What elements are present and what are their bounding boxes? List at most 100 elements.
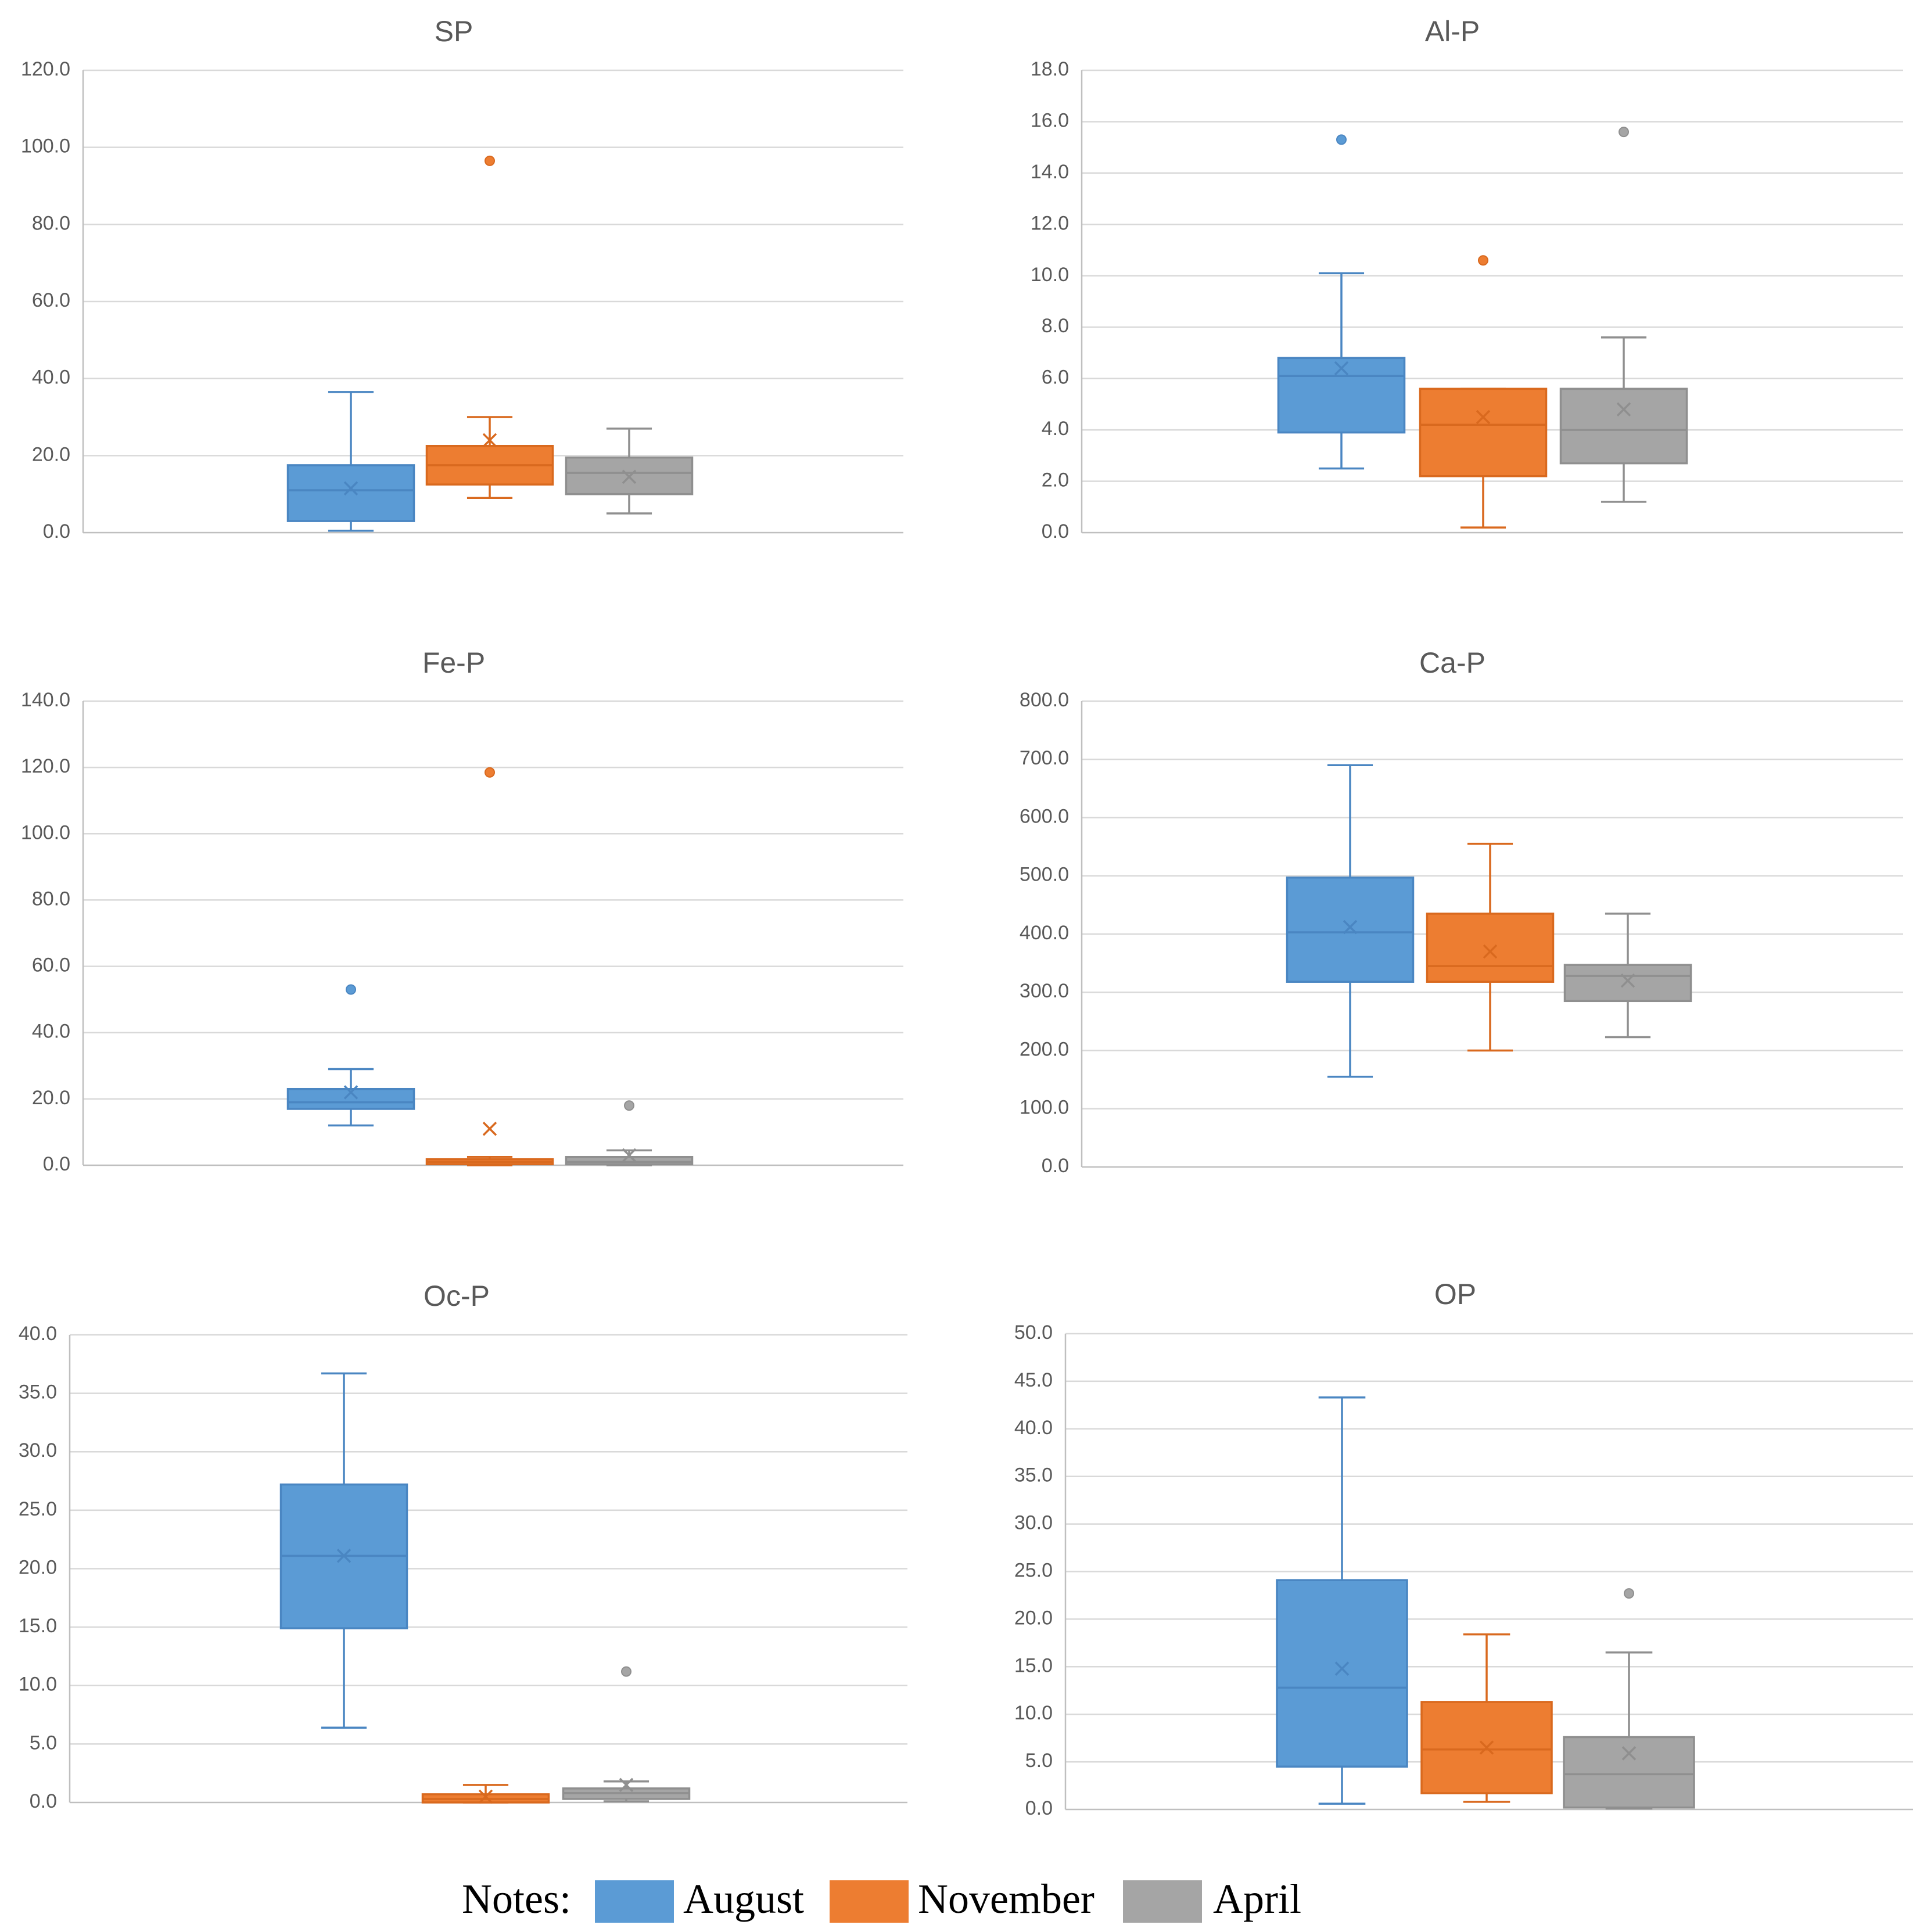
box-november — [1426, 842, 1555, 1052]
mean-marker-stroke — [343, 481, 358, 495]
y-tick-label: 800.0 — [1020, 689, 1069, 711]
y-tick-label: 30.0 — [1014, 1512, 1053, 1534]
y-tick-label: 0.0 — [1025, 1797, 1053, 1819]
y-tick-label: 20.0 — [19, 1556, 57, 1578]
iqr-box — [1286, 877, 1415, 983]
y-tick-label: 600.0 — [1020, 805, 1069, 827]
y-tick-label: 35.0 — [19, 1381, 57, 1403]
mean-marker-stroke — [1483, 944, 1498, 959]
box-august — [1286, 764, 1415, 1078]
y-tick-label: 15.0 — [19, 1615, 57, 1637]
mean-marker-stroke — [343, 1085, 358, 1100]
iqr-box — [1559, 387, 1688, 465]
y-tick-label: 10.0 — [19, 1674, 57, 1696]
mean-marker — [482, 433, 497, 448]
y-tick-label: 15.0 — [1014, 1654, 1053, 1676]
box-april — [562, 1666, 691, 1802]
y-tick-label: 4.0 — [1042, 418, 1069, 440]
legend-items: August November April — [595, 1876, 1301, 1923]
mean-marker — [1483, 944, 1498, 959]
y-tick-label: 18.0 — [1031, 58, 1069, 80]
mean-marker — [343, 1085, 358, 1100]
box-august — [286, 391, 415, 532]
mean-marker-stroke — [1334, 1661, 1350, 1676]
box-april — [1563, 913, 1692, 1039]
legend: Notes: August November April — [462, 1876, 1301, 1923]
legend-text-april: April — [1213, 1876, 1301, 1922]
mean-marker — [482, 1121, 497, 1136]
y-tick-label: 40.0 — [32, 1021, 70, 1043]
chart-panel-fe-p: Fe-P 0.0 20.0 40.0 60.0 80.0 100.0 120.0 140.0 — [21, 647, 903, 1175]
mean-marker — [1334, 361, 1349, 376]
y-tick-label: 0.0 — [43, 520, 70, 543]
mean-marker-stroke — [478, 1789, 493, 1804]
y-tick-label: 120.0 — [21, 755, 70, 777]
chart-panel-al-p: Al-P 0.0 2.0 4.0 6.0 8.0 10.0 12.0 14.0 16.0 18.0 — [1031, 15, 1903, 543]
iqr-box — [565, 1155, 694, 1166]
mean-marker-stroke — [1620, 973, 1635, 988]
legend-swatch-april — [1123, 1880, 1202, 1923]
y-tick-label: 60.0 — [32, 954, 70, 976]
iqr-box — [1276, 1579, 1408, 1768]
box-november — [425, 767, 554, 1166]
mean-marker-stroke — [622, 469, 637, 484]
mean-marker — [1616, 402, 1631, 416]
legend-item-august: August — [595, 1876, 804, 1923]
mean-marker-stroke — [1476, 410, 1491, 425]
legend-item-november: November — [830, 1876, 1095, 1923]
y-tick-label: 35.0 — [1014, 1464, 1053, 1486]
box-november — [1420, 1633, 1553, 1803]
outlier-point — [485, 155, 495, 166]
y-tick-label: 120.0 — [21, 58, 70, 80]
box-november — [1419, 255, 1548, 529]
box-august — [1276, 1396, 1408, 1805]
chart-title: Al-P — [1425, 15, 1480, 48]
mean-marker — [343, 481, 358, 495]
mean-marker — [1479, 1740, 1494, 1755]
box-april — [565, 428, 694, 515]
y-tick-label: 80.0 — [32, 888, 70, 910]
y-tick-label: 6.0 — [1042, 367, 1069, 389]
mean-marker-stroke — [1334, 361, 1349, 376]
chart-panels: SP 0.0 20.0 40.0 60.0 80.0 100.0 120.0 Al-P 0.0 2.… — [19, 15, 1913, 1819]
mean-marker-stroke — [1616, 402, 1631, 416]
y-tick-label: 25.0 — [1014, 1559, 1053, 1581]
mean-marker-stroke — [482, 1121, 497, 1136]
y-tick-label: 12.0 — [1031, 212, 1069, 234]
mean-marker — [1621, 1746, 1637, 1761]
box-august — [1277, 134, 1406, 470]
chart-title: Oc-P — [424, 1280, 490, 1312]
outlier-point — [485, 767, 495, 778]
y-tick-label: 20.0 — [32, 1087, 70, 1109]
chart-title: Ca-P — [1419, 647, 1485, 679]
iqr-box — [1419, 387, 1548, 477]
box-august — [286, 984, 415, 1127]
mean-marker-stroke — [1621, 1746, 1637, 1761]
outlier-point — [1624, 1588, 1634, 1599]
y-tick-label: 300.0 — [1020, 980, 1069, 1002]
mean-marker-stroke — [622, 1148, 637, 1163]
mean-marker-stroke — [336, 1549, 351, 1563]
box-november — [425, 155, 554, 500]
mean-marker — [1476, 410, 1491, 425]
y-tick-label: 10.0 — [1031, 264, 1069, 286]
outlier-point — [624, 1100, 634, 1111]
y-tick-label: 40.0 — [1014, 1417, 1053, 1439]
y-tick-label: 45.0 — [1014, 1369, 1053, 1391]
box-april — [1563, 1588, 1695, 1810]
legend-text-november: November — [918, 1876, 1095, 1922]
mean-marker-stroke — [619, 1777, 634, 1793]
y-tick-label: 80.0 — [32, 212, 70, 234]
y-tick-label: 100.0 — [1020, 1097, 1069, 1119]
chart-panel-sp: SP 0.0 20.0 40.0 60.0 80.0 100.0 120.0 — [21, 15, 903, 543]
chart-title: SP — [435, 15, 473, 48]
outlier-point — [621, 1666, 631, 1677]
iqr-box — [1426, 913, 1555, 983]
y-tick-label: 2.0 — [1042, 469, 1069, 491]
y-tick-label: 10.0 — [1014, 1702, 1053, 1724]
y-tick-label: 100.0 — [21, 821, 70, 843]
y-tick-label: 200.0 — [1020, 1038, 1069, 1060]
y-tick-label: 0.0 — [30, 1790, 57, 1812]
outlier-point — [1336, 134, 1347, 145]
